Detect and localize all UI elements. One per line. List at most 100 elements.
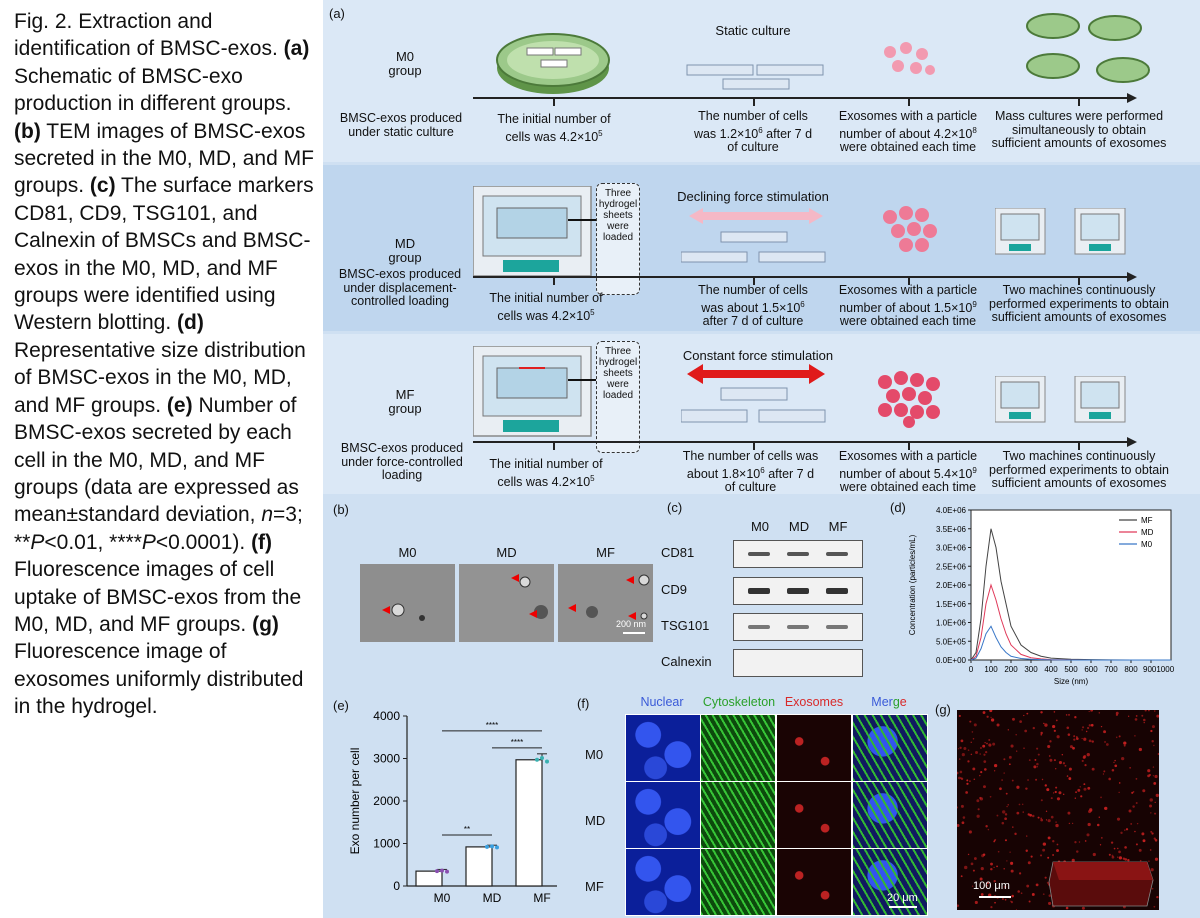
exosome-speck xyxy=(962,816,966,819)
exosome-speck xyxy=(1114,759,1116,762)
panel-a: (a) M0 group BMSC-exos produced under st… xyxy=(323,0,1200,494)
exosome-speck xyxy=(1049,758,1053,762)
wb-strip-cd81 xyxy=(733,540,863,568)
exosome-speck xyxy=(1096,823,1100,827)
exosome-speck xyxy=(1078,841,1081,843)
exosome-speck xyxy=(1029,813,1032,817)
exosome-speck xyxy=(996,865,998,868)
exosome-speck xyxy=(1111,854,1114,857)
exosome-speck xyxy=(1042,848,1046,852)
exosome-speck xyxy=(1023,747,1025,749)
exosome-speck xyxy=(999,787,1002,791)
row1-tick-3 xyxy=(908,277,910,285)
caption-c-text: The surface markers CD81, CD9, TSG101, a… xyxy=(14,174,314,335)
exosome-speck xyxy=(1089,809,1093,812)
exosome-speck xyxy=(1154,857,1159,861)
exosome-speck xyxy=(1081,759,1084,762)
exosome-speck xyxy=(1142,839,1146,843)
exosome-speck xyxy=(1087,726,1090,730)
exosome-speck xyxy=(1153,837,1156,840)
caption-e-p1: P xyxy=(30,530,45,554)
wb-label-cd81: CD81 xyxy=(661,545,695,560)
exosome-speck xyxy=(1034,758,1037,761)
wb-col-mf: MF xyxy=(828,519,848,534)
exosome-speck xyxy=(1027,861,1031,865)
exosome-speck xyxy=(979,774,981,777)
exosome-speck xyxy=(1002,810,1006,814)
tem-image-mf: 200 nm xyxy=(558,564,653,642)
exosome-speck xyxy=(1023,714,1025,717)
exosome-speck xyxy=(1151,887,1154,890)
exosome-speck xyxy=(1074,716,1077,719)
fl-image-md-merge xyxy=(852,781,928,849)
caption-d-text: Representative size distribution of BMSC… xyxy=(14,338,306,417)
exosome-speck xyxy=(1018,803,1021,806)
exosome-speck xyxy=(1118,735,1121,738)
exosome-speck xyxy=(1125,828,1129,831)
exosome-speck xyxy=(1073,738,1076,741)
caption-e-text-2: =3; ** xyxy=(14,503,303,554)
exosome-speck xyxy=(1149,849,1152,851)
panel-c-label: (c) xyxy=(667,500,683,515)
exosome-speck xyxy=(1045,819,1048,821)
exosome-speck xyxy=(1021,803,1024,806)
exosome-speck xyxy=(990,716,992,719)
row2-produced-text: BMSC-exos produced under force-controlle… xyxy=(340,441,464,482)
data-point xyxy=(445,869,449,874)
exosome-speck xyxy=(1153,905,1156,908)
exosome-speck xyxy=(1044,784,1047,787)
exosome-speck xyxy=(1115,736,1118,739)
y-axis-label: Concentration (particles/mL) xyxy=(908,534,917,635)
exosome-speck xyxy=(1014,832,1017,836)
exosome-speck xyxy=(1080,795,1083,798)
exosome-speck xyxy=(1001,897,1004,900)
two-machines-icon-mf xyxy=(995,376,1126,423)
exosome-speck xyxy=(982,711,986,714)
panel-a-row-md xyxy=(323,165,1200,331)
fl-row-md: MD xyxy=(585,813,606,828)
exosome-speck xyxy=(993,879,996,883)
exosome-speck xyxy=(1151,740,1154,743)
exosome-speck xyxy=(1024,729,1028,733)
exosome-speck xyxy=(1087,822,1091,827)
plot-area xyxy=(970,509,1172,661)
caption-b-text: TEM images of BMSC-exos secreted in the … xyxy=(14,119,314,198)
exosome-speck xyxy=(1086,833,1090,837)
row1-stimulation-label: Declining force stimulation xyxy=(677,189,829,204)
exosome-speck xyxy=(1111,768,1115,772)
exosome-speck xyxy=(1047,745,1051,749)
exosome-speck xyxy=(959,770,963,774)
exosome-speck xyxy=(1113,761,1115,764)
fl-col-nuclear: Nuclear xyxy=(640,695,684,709)
row2-exo-text: Exosomes with a particle number of about… xyxy=(828,449,988,495)
exosome-speck xyxy=(996,814,999,817)
exosome-speck xyxy=(1069,745,1073,749)
exosome-speck xyxy=(1010,869,1014,873)
exosome-speck xyxy=(1083,783,1086,786)
exosome-speck xyxy=(966,779,969,782)
fl-image-m0-cytoskeleton xyxy=(700,714,776,782)
row0-tick-1 xyxy=(553,98,555,106)
exosome-speck xyxy=(1006,860,1008,862)
caption-c-label: (c) xyxy=(89,174,116,198)
row2-initial-value: The initial number of cells was 4.2×10 xyxy=(489,457,603,489)
petri-dish-icon xyxy=(496,33,610,94)
caption-fig-label: Fig. 2. xyxy=(14,10,73,33)
exosome-speck xyxy=(986,715,989,718)
exosome-speck xyxy=(1111,855,1115,859)
wb-band xyxy=(787,625,809,629)
significance-label: **** xyxy=(511,738,523,747)
exosome-speck xyxy=(1141,714,1144,717)
y-tick-label: 0 xyxy=(393,879,400,893)
y-tick-label: 1.5E+06 xyxy=(936,600,967,609)
y-tick-label: 1.0E+06 xyxy=(936,619,967,628)
exosome-speck xyxy=(985,750,988,754)
exosome-speck xyxy=(1154,774,1158,779)
exosome-speck xyxy=(990,867,993,871)
exosome-speck xyxy=(1148,860,1150,862)
exosome-speck xyxy=(1040,818,1044,822)
x-tick-label: 600 xyxy=(1084,665,1098,674)
exosome-speck xyxy=(980,867,984,871)
row1-timeline-arrow xyxy=(1127,272,1137,282)
series-line-m0 xyxy=(970,625,1171,661)
